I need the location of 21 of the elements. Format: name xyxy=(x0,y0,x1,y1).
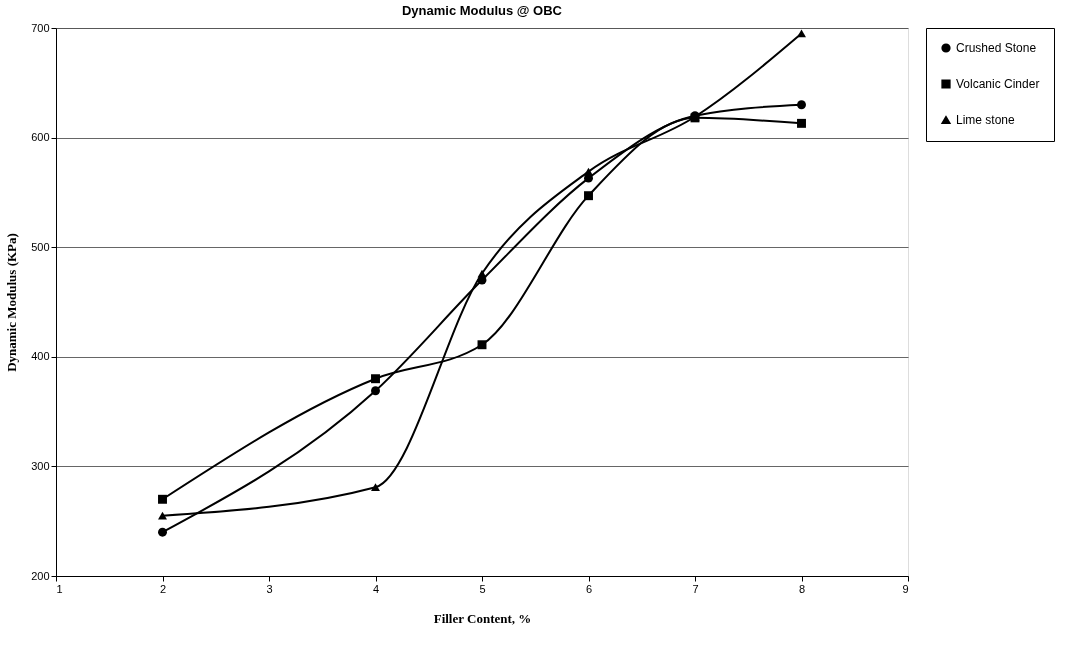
y-tick-label: 300 xyxy=(31,459,50,472)
y-tick-label: 700 xyxy=(31,21,50,34)
y-tick-label: 400 xyxy=(31,350,50,363)
y-axis-title: Dynamic Modulus (KPa) xyxy=(4,233,20,372)
x-tick-label: 1 xyxy=(56,582,63,595)
y-tick-label: 200 xyxy=(31,569,50,582)
legend-label: Lime stone xyxy=(956,113,1016,127)
x-tick-label: 4 xyxy=(372,582,380,595)
x-tick-label: 2 xyxy=(159,582,167,595)
x-tick-label: 5 xyxy=(479,582,486,595)
chart-title: Dynamic Modulus @ OBC xyxy=(401,3,563,18)
x-axis-title: Filler Content, % xyxy=(433,610,532,626)
x-tick-label: 6 xyxy=(585,582,593,595)
y-tick-label: 600 xyxy=(31,131,50,144)
x-tick-label: 8 xyxy=(798,582,806,595)
x-tick-label: 3 xyxy=(266,582,273,595)
y-tick-label: 500 xyxy=(31,240,50,253)
x-tick-label: 9 xyxy=(902,582,909,595)
legend-label: Volcanic Cinder xyxy=(956,77,1040,91)
x-tick-label: 7 xyxy=(692,582,699,595)
legend-label: Crushed Stone xyxy=(956,41,1037,55)
